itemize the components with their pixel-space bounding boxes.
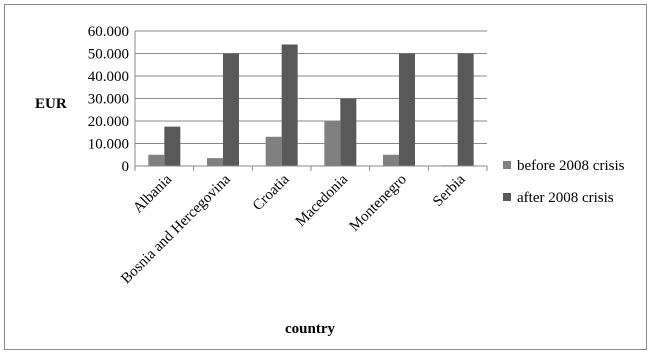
legend: before 2008 crisis after 2008 crisis [503,158,625,206]
bar-before-croatia [265,136,282,166]
axes [134,31,488,171]
legend-label: before 2008 crisis [517,158,625,174]
y-tick-labels: 0 10.000 20.000 30.000 40.000 50.000 60.000 [88,24,129,175]
bar-before-albania [148,154,165,166]
bar-chart: 0 10.000 20.000 30.000 40.000 50.000 60.000 Al… [35,24,625,337]
bar-before-montenegro [383,154,399,166]
x-tick-label: Albania [130,171,175,216]
bar-before-macedonia [324,121,341,166]
y-tick-label: 30.000 [88,92,129,108]
legend-swatch [503,161,511,169]
bar-after-montenegro [399,53,415,166]
legend-swatch [503,193,511,201]
y-tick-label: 20.000 [88,114,129,130]
y-tick-label: 10.000 [88,137,129,153]
x-tick-label: Montenegro [347,172,410,235]
bar-after-macedonia [340,98,357,166]
bar-after-croatia [281,44,298,166]
y-axis-title: EUR [35,96,67,112]
y-tick-label: 40.000 [88,69,129,85]
y-tick-label: 60.000 [88,24,129,40]
bar-after-bosnia-and-hercegovina [223,53,239,166]
x-tick-label: Macedonia [293,171,352,230]
chart-area: 0 10.000 20.000 30.000 40.000 50.000 60.000 Al… [4,4,647,350]
y-tick-label: 50.000 [88,47,129,63]
bar-after-serbia [457,53,474,166]
bars [148,44,474,166]
bar-before-bosnia-and-hercegovina [207,158,223,166]
bar-after-albania [164,126,181,166]
x-tick-label: Serbia [430,171,469,210]
x-tick-label: Bosnia and Hercegovina [118,171,234,287]
x-tick-label: Croatia [250,171,293,214]
y-tick-label: 0 [122,159,130,175]
x-axis-title: country [285,321,335,337]
gridlines [135,30,487,144]
legend-label: after 2008 crisis [517,190,614,206]
